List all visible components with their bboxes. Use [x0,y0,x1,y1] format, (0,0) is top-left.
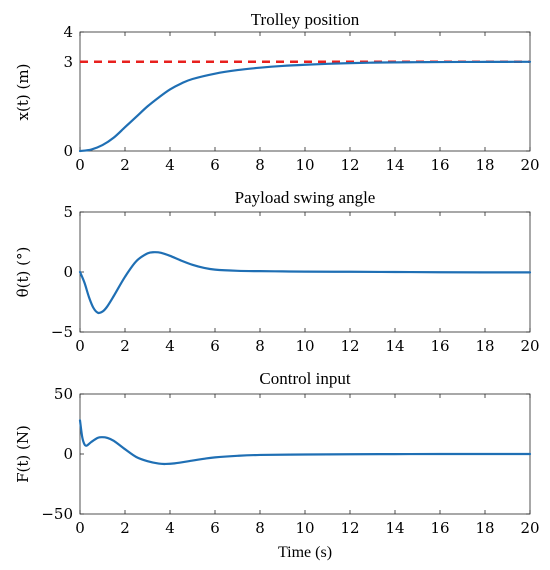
x-tick-label: 10 [295,156,314,174]
panel-trolley-position: Trolley position x(t) (m) 0 2 4 6 8 10 12 14 16 1… [14,10,540,174]
y-axis-label: x(t) (m) [14,64,32,121]
plot-area [79,31,531,152]
x-tick-label: 16 [430,337,449,355]
y-tick-label: 50 [54,385,73,403]
x-tick-label: 16 [430,156,449,174]
x-tick-label: 16 [430,519,449,537]
x-tick-label: 10 [295,519,314,537]
x-tick-label: 8 [255,337,265,355]
x-tick-label: 14 [385,156,404,174]
x-tick-label: 20 [520,519,539,537]
x-tick-label: 2 [120,337,130,355]
y-axis-label: θ(t) (°) [14,247,32,298]
x-tick-label: 12 [340,337,359,355]
y-tick-label: 0 [63,263,73,281]
y-tick-label: −5 [51,323,73,341]
panel-payload-swing-angle: Payload swing angle θ(t) (°) 0 2 4 6 8 10 12 14… [14,188,540,355]
y-tick-label: 0 [63,445,73,463]
x-tick-label: 2 [120,519,130,537]
y-tick-label: 5 [63,203,73,221]
series-line [78,419,532,466]
x-tick-label: 20 [520,156,539,174]
x-tick-label: 2 [120,156,130,174]
y-tick-label: 0 [63,142,73,160]
x-axis-label: Time (s) [278,544,332,561]
series-line [78,251,532,315]
series-line [78,60,532,153]
x-tick-label: 6 [210,156,220,174]
chart-title: Payload swing angle [235,188,376,207]
y-tick-label: 4 [63,23,73,41]
x-tick-label: 14 [385,519,404,537]
y-tick-label: 3 [63,53,73,71]
x-tick-label: 18 [475,519,494,537]
chart-title: Trolley position [251,10,360,29]
x-tick-label: 0 [75,337,85,355]
x-tick-label: 14 [385,337,404,355]
panel-control-input: Control input F(t) (N) Time (s) 0 2 4 6 8 10 1… [14,369,540,561]
x-tick-label: 18 [475,156,494,174]
x-tick-label: 8 [255,156,265,174]
x-tick-label: 10 [295,337,314,355]
x-tick-label: 8 [255,519,265,537]
chart-title: Control input [259,369,350,388]
y-tick-label: −50 [41,505,73,523]
x-tick-label: 18 [475,337,494,355]
x-tick-label: 6 [210,337,220,355]
x-tick-label: 4 [165,156,175,174]
x-tick-label: 4 [165,519,175,537]
y-axis-label: F(t) (N) [14,425,32,483]
x-tick-label: 12 [340,519,359,537]
x-tick-label: 12 [340,156,359,174]
x-tick-label: 0 [75,519,85,537]
x-tick-label: 6 [210,519,220,537]
x-tick-label: 0 [75,156,85,174]
x-tick-label: 20 [520,337,539,355]
x-tick-label: 4 [165,337,175,355]
